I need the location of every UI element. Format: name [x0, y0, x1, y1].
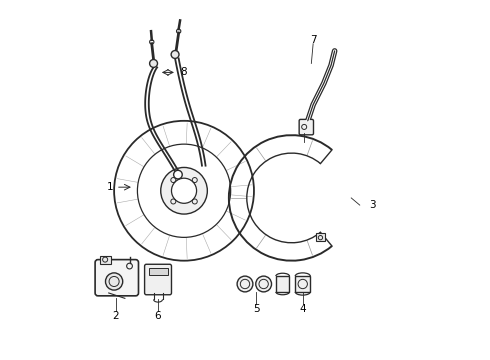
- Text: 6: 6: [154, 311, 161, 321]
- Bar: [100, 256, 111, 264]
- Circle shape: [172, 178, 196, 203]
- Text: 4: 4: [299, 304, 306, 314]
- FancyBboxPatch shape: [145, 264, 171, 295]
- Text: 5: 5: [253, 304, 260, 314]
- FancyBboxPatch shape: [299, 120, 314, 135]
- Text: 3: 3: [369, 200, 376, 210]
- Circle shape: [237, 276, 253, 292]
- Circle shape: [149, 59, 157, 67]
- Circle shape: [173, 170, 182, 179]
- Text: 2: 2: [113, 311, 119, 321]
- Text: 8: 8: [181, 67, 187, 77]
- Bar: [295, 276, 310, 292]
- Circle shape: [256, 276, 271, 292]
- Bar: [148, 268, 168, 275]
- Bar: [316, 233, 325, 241]
- Text: 1: 1: [107, 182, 114, 192]
- Text: 7: 7: [310, 35, 317, 45]
- Circle shape: [171, 50, 179, 58]
- FancyBboxPatch shape: [95, 260, 139, 296]
- Circle shape: [105, 273, 122, 290]
- Circle shape: [114, 121, 254, 261]
- Bar: [276, 276, 290, 292]
- Circle shape: [161, 167, 207, 214]
